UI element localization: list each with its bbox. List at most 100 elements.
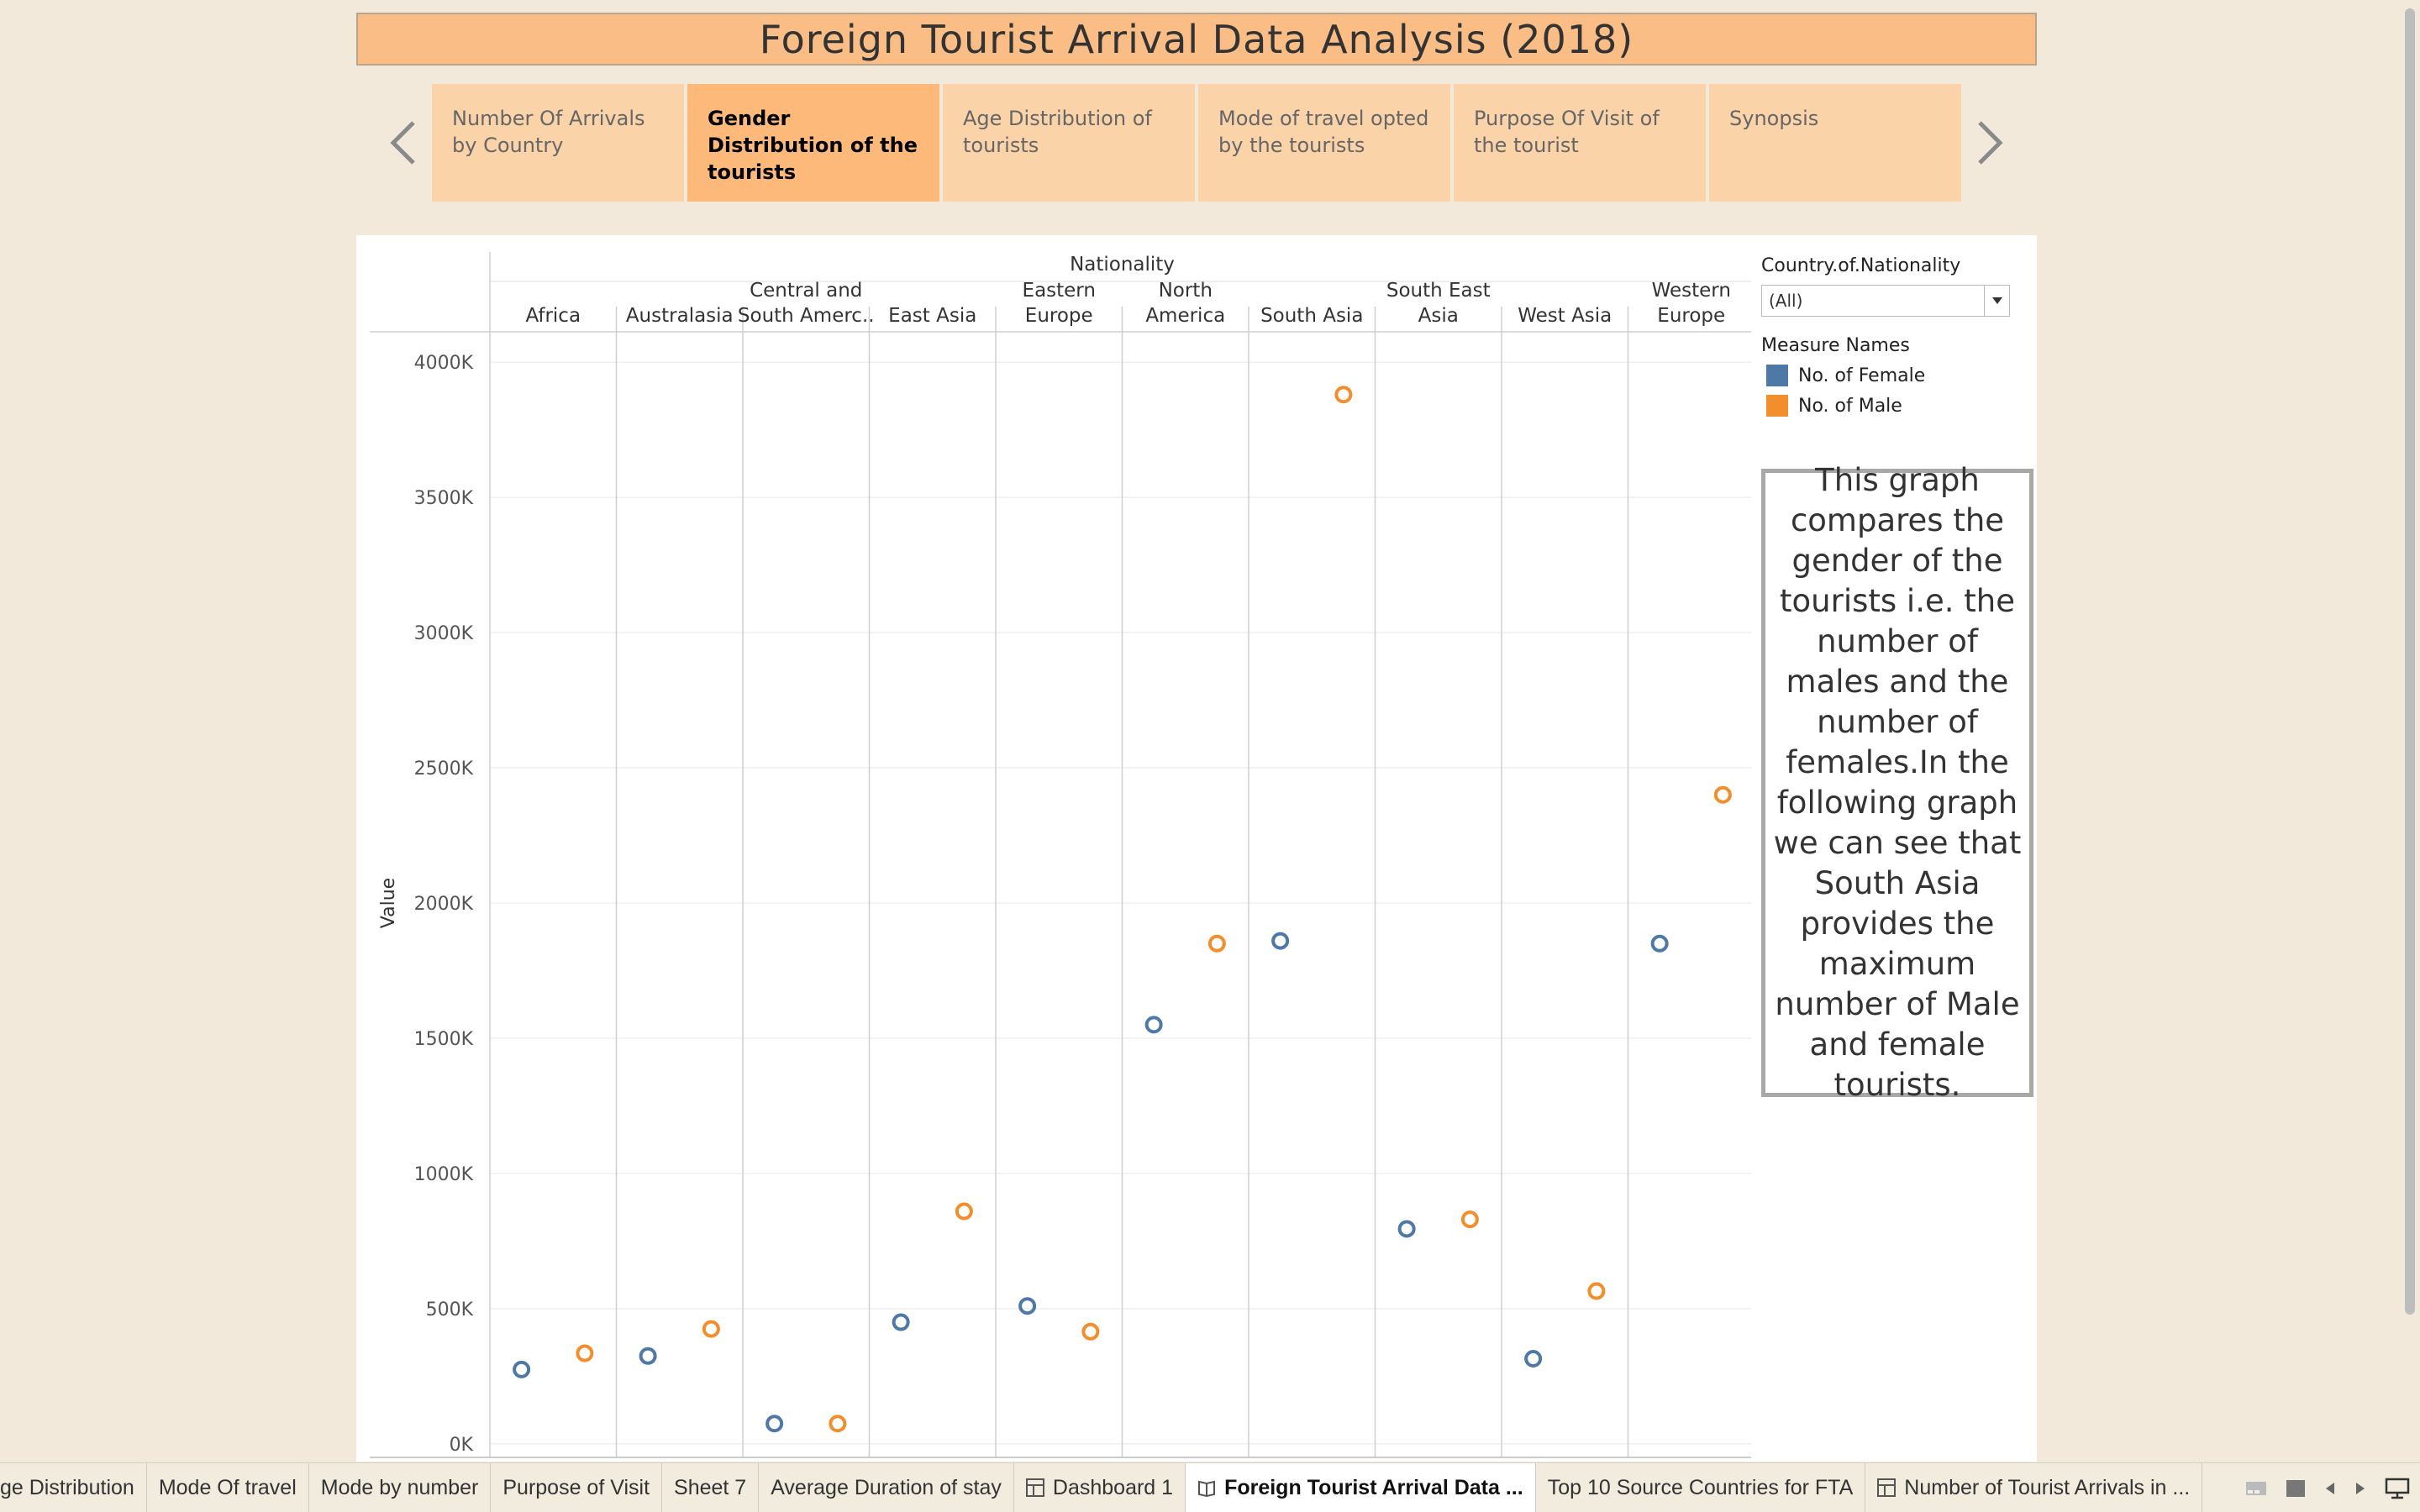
category-header-label: South East: [1386, 280, 1491, 302]
scatter-chart[interactable]: Nationality 4000K 3500K 3000K 2500K 2000K 1500…: [356, 235, 1751, 1462]
category-header-label: South Asia: [1260, 305, 1363, 327]
story-point-gender[interactable]: Gender Distribution of the tourists: [687, 84, 939, 202]
y-tick-label: 1500K: [414, 1029, 474, 1050]
sheet-tab-label: Top 10 Source Countries for FTA: [1547, 1475, 1854, 1499]
category-header-label: Eastern: [1023, 280, 1096, 302]
story-point-label: Number Of Arrivals by Country: [452, 107, 645, 157]
sheet-tab-label: Dashboard 1: [1052, 1475, 1174, 1499]
category-header-label: Europe: [1025, 305, 1093, 327]
side-panel: Country.of.Nationality (All) Measure Nam…: [1761, 255, 2039, 417]
sheet-tab-label: Foreign Tourist Arrival Data ...: [1224, 1475, 1523, 1499]
category-header-label: South Amerc..: [738, 305, 875, 327]
description-textbox: This graph compares the gender of the to…: [1761, 462, 2033, 1103]
story-point-label: Synopsis: [1729, 107, 1819, 130]
category-header-label: North: [1159, 280, 1213, 302]
sheet-tab-label: Average Duration of stay: [771, 1475, 1002, 1499]
category-header-label: East Asia: [888, 305, 976, 327]
sheet-tab[interactable]: Sheet 7: [662, 1463, 760, 1512]
y-tick-label: 500K: [426, 1299, 474, 1320]
story-point-purpose[interactable]: Purpose Of Visit of the tourist: [1454, 84, 1706, 202]
presentation-icon[interactable]: [2385, 1478, 2410, 1499]
data-point-male: [1587, 1282, 1606, 1300]
story-icon: [1198, 1480, 1216, 1497]
chevron-down-icon[interactable]: [1984, 286, 2009, 316]
sheet-tab-label: Sheet 7: [674, 1475, 747, 1499]
dashboard-title-bar: Foreign Tourist Arrival Data Analysis (2…: [356, 13, 2037, 66]
story-prev-button[interactable]: [382, 113, 424, 172]
story-point-mode[interactable]: Mode of travel opted by the tourists: [1198, 84, 1450, 202]
category-header-label: Central and: [750, 280, 862, 302]
sheet-controls: [2220, 1463, 2420, 1512]
sheet-tab-label: Number of Tourist Arrivals in ...: [1904, 1475, 2191, 1499]
y-tick-label: 1000K: [414, 1164, 474, 1185]
y-tick-label: 0K: [450, 1435, 474, 1456]
data-point-male: [1334, 386, 1353, 404]
nationality-filter-dropdown[interactable]: (All): [1761, 285, 2010, 317]
data-point-male: [955, 1202, 973, 1221]
y-tick-label: 4000K: [414, 353, 474, 374]
story-point-label: Gender Distribution of the tourists: [708, 107, 918, 184]
sheet-tab[interactable]: ge Distribution: [0, 1463, 147, 1512]
sheet-tab-label: ge Distribution: [0, 1475, 134, 1499]
data-point-male: [702, 1320, 720, 1338]
data-point-male: [1713, 785, 1732, 804]
tabs-icon[interactable]: [2286, 1479, 2306, 1498]
story-point-arrivals[interactable]: Number Of Arrivals by Country: [432, 84, 684, 202]
y-tick-label: 2500K: [414, 759, 474, 780]
chevron-left-icon: [390, 121, 415, 165]
sheet-tab-label: Mode by number: [320, 1475, 479, 1499]
category-header-label: Europe: [1657, 305, 1725, 327]
category-header-label: Asia: [1418, 305, 1459, 327]
data-point-female: [639, 1347, 657, 1365]
previous-sheet-icon[interactable]: [2324, 1481, 2336, 1496]
sheet-tab-label: Purpose of Visit: [502, 1475, 650, 1499]
data-point-female: [892, 1313, 910, 1331]
data-point-female: [1650, 934, 1669, 953]
data-point-female: [513, 1360, 531, 1378]
filter-selected-value: (All): [1769, 291, 1803, 311]
story-point-age[interactable]: Age Distribution of tourists: [943, 84, 1195, 202]
data-point-female: [1271, 932, 1290, 950]
legend-swatch-female: [1766, 365, 1788, 386]
y-tick-label: 3000K: [414, 623, 474, 644]
legend-label: No. of Female: [1798, 365, 1926, 386]
sheet-tab[interactable]: Mode by number: [309, 1463, 492, 1512]
data-point-male: [829, 1415, 847, 1433]
dashboard-title: Foreign Tourist Arrival Data Analysis (2…: [759, 16, 1634, 62]
scrollbar-thumb[interactable]: [2405, 8, 2415, 1315]
next-sheet-icon[interactable]: [2354, 1481, 2366, 1496]
sheet-tab[interactable]: Mode Of travel: [147, 1463, 309, 1512]
sheet-tab-story[interactable]: Foreign Tourist Arrival Data ...: [1186, 1463, 1536, 1512]
data-point-male: [1207, 934, 1226, 953]
dashboard-icon: [1025, 1478, 1044, 1497]
legend-item-male[interactable]: No. of Male: [1761, 395, 2039, 417]
filmstrip-icon[interactable]: [2245, 1480, 2267, 1497]
category-header-label: America: [1145, 305, 1225, 327]
story-point-label: Purpose Of Visit of the tourist: [1474, 107, 1660, 157]
sheet-tab[interactable]: Top 10 Source Countries for FTA: [1536, 1463, 1866, 1512]
sheet-tab[interactable]: Purpose of Visit: [491, 1463, 663, 1512]
story-point-synopsis[interactable]: Synopsis: [1709, 84, 1961, 202]
data-point-male: [1081, 1322, 1100, 1341]
sheet-tab-label: Mode Of travel: [158, 1475, 297, 1499]
column-header-title: Nationality: [1070, 254, 1175, 276]
data-point-female: [1524, 1349, 1543, 1368]
legend-item-female[interactable]: No. of Female: [1761, 365, 2039, 386]
story-next-button[interactable]: [1969, 113, 2011, 172]
filter-title: Country.of.Nationality: [1761, 255, 1961, 276]
data-point-female: [1397, 1220, 1416, 1238]
description-text: This graph compares the gender of the to…: [1773, 462, 2022, 1103]
legend-swatch-male: [1766, 395, 1788, 417]
category-header-label: Africa: [525, 305, 581, 327]
sheet-tab-bar: ge Distribution Mode Of travel Mode by n…: [0, 1462, 2420, 1512]
sheet-tab-dashboard[interactable]: Number of Tourist Arrivals in ...: [1865, 1463, 2203, 1512]
sheet-tab-dashboard[interactable]: Dashboard 1: [1014, 1463, 1186, 1512]
data-point-male: [576, 1344, 594, 1362]
data-point-female: [1018, 1297, 1037, 1315]
data-point-female: [765, 1415, 784, 1433]
sheet-tab[interactable]: Average Duration of stay: [759, 1463, 1014, 1512]
data-point-female: [1144, 1016, 1163, 1034]
y-axis-title: Value: [378, 878, 399, 928]
story-point-label: Mode of travel opted by the tourists: [1218, 107, 1429, 157]
vertical-scrollbar[interactable]: [2402, 0, 2420, 1462]
